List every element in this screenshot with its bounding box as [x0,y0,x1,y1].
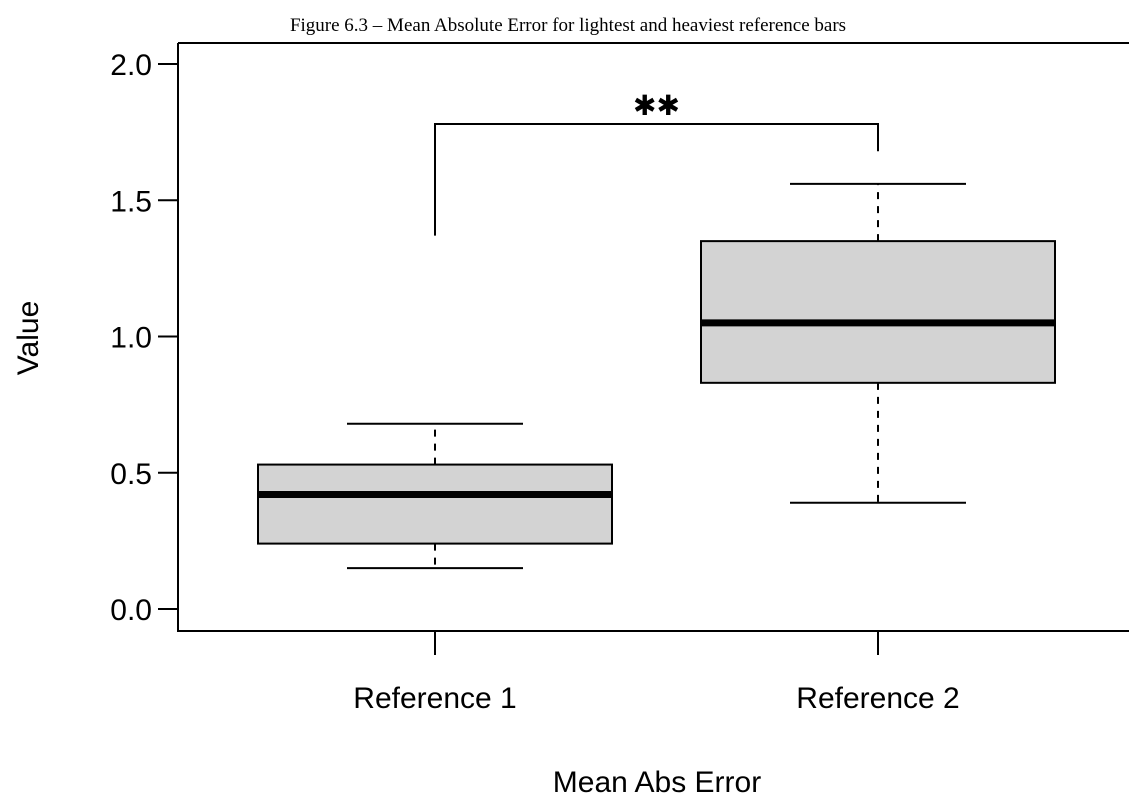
box-1 [257,422,613,570]
plot-border [177,42,1129,632]
boxes-layer [257,182,1056,570]
y-axis-label: Value [12,301,45,376]
significance-bracket [434,122,879,236]
y-tick-label: 1.5 [110,185,152,218]
y-tick-label: 0.0 [110,594,152,627]
significance-annotation: ✱✱ [434,89,879,236]
significance-label: ✱✱ [633,89,680,122]
y-tick-label: 2.0 [110,49,152,82]
plot-frame [177,42,1129,632]
y-tick-label: 1.0 [110,322,152,355]
x-axis: Reference 1 Reference 2 [353,631,960,715]
x-tick-label: Reference 1 [353,682,516,715]
box-iqr [700,240,1056,384]
box-iqr [257,463,613,545]
chart-title: Figure 6.3 – Mean Absolute Error for lig… [290,15,846,36]
x-axis-label: Mean Abs Error [553,766,761,799]
y-tick-label: 0.5 [110,458,152,491]
y-axis: 0.0 0.5 1.0 1.5 2.0 [110,49,178,627]
box-2 [700,182,1056,504]
x-tick-label: Reference 2 [796,682,959,715]
